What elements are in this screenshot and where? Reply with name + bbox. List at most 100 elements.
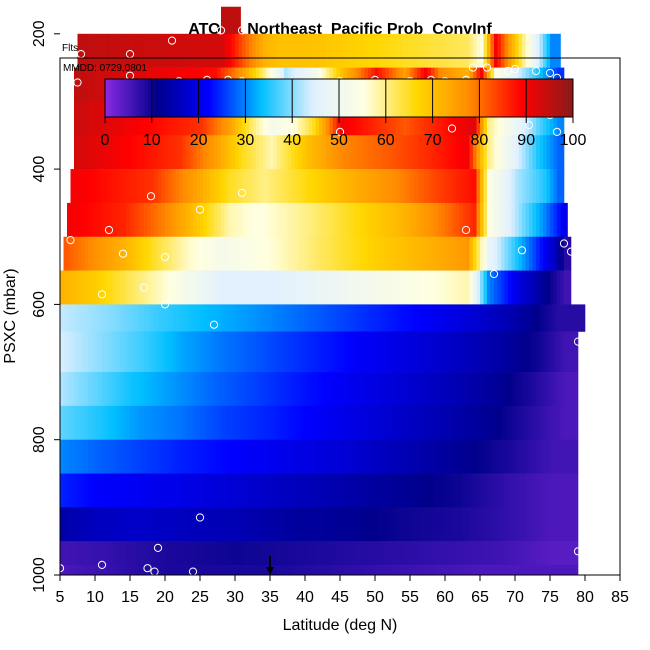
heatmap-cell	[431, 202, 435, 238]
heatmap-cell	[490, 439, 495, 474]
heatmap-cell	[364, 507, 369, 542]
heatmap-cell	[319, 135, 323, 170]
heatmap-cell	[497, 541, 502, 566]
heatmap-cell	[357, 202, 362, 238]
heatmap-cell	[473, 541, 477, 566]
heatmap-cell	[343, 135, 348, 170]
heatmap-cell	[466, 473, 470, 508]
heatmap-cell	[74, 202, 78, 238]
heatmap-cell	[581, 304, 586, 332]
heatmap-cell	[508, 202, 512, 238]
heatmap-cell	[210, 135, 215, 170]
heatmap-cell	[123, 564, 127, 576]
colorbar-swatch	[474, 79, 478, 117]
heatmap-cell	[291, 304, 295, 332]
heatmap-cell	[480, 202, 484, 238]
heatmap-cell	[119, 304, 124, 332]
heatmap-cell	[60, 507, 64, 542]
heatmap-cell	[126, 439, 131, 474]
colorbar-swatch	[107, 79, 111, 117]
heatmap-cell	[228, 6, 232, 35]
heatmap-cell	[452, 372, 456, 407]
heatmap-cell	[277, 135, 281, 170]
colorbar-swatch	[154, 79, 157, 117]
heatmap-cell	[315, 439, 320, 474]
heatmap-cell	[84, 439, 89, 474]
heatmap-cell	[116, 270, 120, 305]
heatmap-cell	[567, 473, 572, 508]
heatmap-cell	[322, 101, 327, 136]
heatmap-cell	[305, 101, 309, 136]
heatmap-cell	[553, 473, 558, 508]
heatmap-cell	[403, 405, 407, 440]
heatmap-cell	[434, 236, 439, 271]
heatmap-cell	[487, 439, 491, 474]
heatmap-cell	[340, 473, 344, 508]
heatmap-cell	[116, 564, 120, 576]
heatmap-cell	[312, 405, 316, 440]
heatmap-cell	[77, 169, 82, 204]
heatmap-cell	[469, 169, 474, 204]
heatmap-cell	[249, 135, 253, 170]
heatmap-cell	[403, 304, 407, 332]
heatmap-cell	[487, 541, 491, 566]
observation-point	[167, 36, 177, 45]
observation-point	[195, 513, 205, 522]
heatmap-cell	[357, 564, 362, 576]
heatmap-cell	[476, 270, 481, 305]
heatmap-cell	[480, 439, 484, 474]
heatmap-cell	[133, 101, 138, 136]
colorbar-swatch	[147, 79, 150, 117]
heatmap-cell	[291, 507, 295, 542]
heatmap-cell	[70, 331, 75, 373]
heatmap-cell	[88, 236, 92, 271]
heatmap-cell	[91, 202, 96, 238]
heatmap-cell	[214, 202, 218, 238]
heatmap-cell	[343, 372, 348, 407]
heatmap-cell	[445, 439, 449, 474]
heatmap-cell	[214, 169, 218, 204]
heatmap-cell	[81, 439, 85, 474]
colorbar-swatch	[486, 79, 490, 117]
heatmap-cell	[168, 372, 173, 407]
heatmap-cell	[336, 331, 341, 373]
colorbar-swatch	[472, 79, 476, 117]
heatmap-cell	[536, 169, 540, 204]
heatmap-cell	[284, 33, 288, 68]
heatmap-cell	[347, 439, 351, 474]
heatmap-cell	[336, 473, 341, 508]
colorbar-swatch	[453, 79, 457, 117]
heatmap-cell	[476, 405, 481, 440]
heatmap-cell	[574, 331, 579, 373]
heatmap-cell	[158, 405, 162, 440]
heatmap-cell	[546, 372, 551, 407]
heatmap-cell	[382, 564, 386, 576]
heatmap-cell	[413, 405, 418, 440]
heatmap-cell	[182, 473, 187, 508]
colorbar-tick-label: 70	[424, 132, 442, 149]
heatmap-cell	[88, 564, 92, 576]
heatmap-cell	[119, 101, 124, 136]
heatmap-cell	[74, 101, 78, 136]
heatmap-cell	[165, 169, 169, 204]
heatmap-cell	[501, 541, 505, 566]
heatmap-cell	[88, 33, 92, 68]
heatmap-cell	[473, 135, 477, 170]
heatmap-cell	[490, 270, 495, 305]
heatmap-cell	[298, 270, 302, 305]
heatmap-cell	[497, 372, 502, 407]
colorbar-swatch	[493, 79, 497, 117]
colorbar-swatch	[348, 79, 352, 117]
heatmap-cell	[403, 439, 407, 474]
heatmap-cell	[259, 304, 264, 332]
heatmap-cell	[147, 372, 152, 407]
heatmap-cell	[497, 135, 502, 170]
heatmap-cell	[340, 372, 344, 407]
heatmap-cell	[336, 236, 341, 271]
heatmap-cell	[126, 202, 131, 238]
heatmap-cell	[91, 101, 96, 136]
heatmap-cell	[371, 33, 376, 68]
heatmap-cell	[375, 405, 379, 440]
heatmap-cell	[301, 33, 306, 68]
colorbar-swatch	[402, 79, 405, 117]
